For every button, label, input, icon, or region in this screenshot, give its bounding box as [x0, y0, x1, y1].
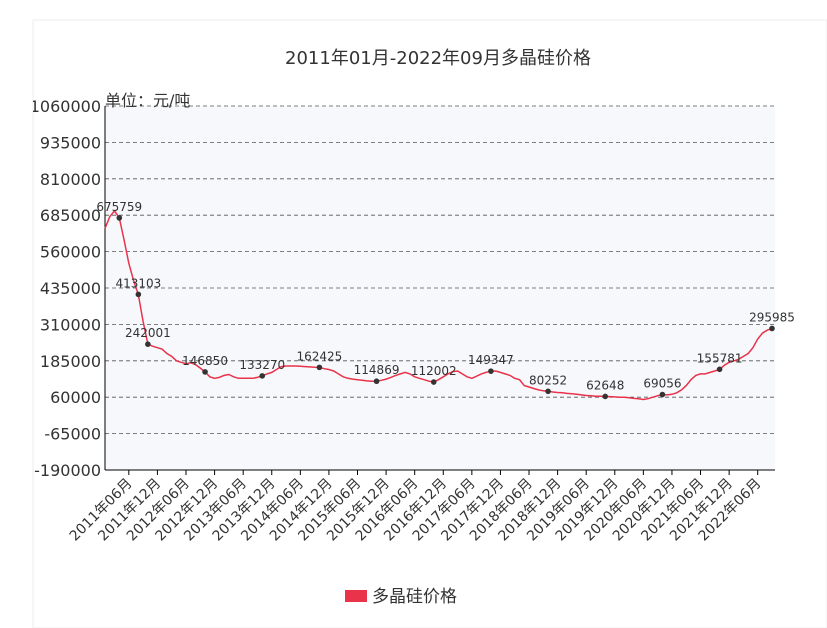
data-point — [145, 341, 151, 348]
y-tick-label: -65000 — [44, 425, 101, 444]
data-point — [545, 388, 551, 395]
data-point — [373, 378, 380, 385]
data-point — [316, 364, 323, 371]
chart-title: 2011年01月-2022年09月多晶硅价格 — [285, 48, 591, 69]
data-point — [259, 373, 266, 379]
y-tick-label: 685000 — [40, 206, 101, 225]
legend-label: 多晶硅价格 — [372, 587, 457, 607]
y-tick-label: 810000 — [40, 170, 101, 189]
data-point — [602, 393, 609, 400]
data-label: 413103 — [115, 276, 161, 290]
data-point — [116, 215, 123, 221]
data-label: 69056 — [643, 377, 681, 391]
data-point — [135, 291, 142, 298]
data-label: 149347 — [468, 353, 514, 367]
data-point — [659, 391, 666, 398]
data-label: 146850 — [182, 354, 228, 368]
data-point — [769, 325, 775, 332]
data-label: 133270 — [239, 358, 285, 372]
y-tick-label: 935000 — [40, 133, 101, 152]
data-label: 114869 — [354, 363, 400, 377]
y-tick-label: 60000 — [50, 388, 101, 407]
data-label: 155781 — [697, 351, 743, 365]
data-point — [716, 366, 723, 373]
data-label: 242001 — [125, 326, 171, 340]
data-label: 112002 — [411, 364, 457, 378]
y-labels: 1060000 935000 810000 685000 560000 435000 310… — [30, 97, 101, 480]
y-tick-label: 435000 — [40, 279, 101, 298]
legend-swatch — [345, 590, 367, 602]
data-label: 675759 — [96, 200, 142, 214]
y-tick-label: 560000 — [40, 243, 101, 262]
plot-area — [105, 106, 775, 470]
y-tick-label: 185000 — [40, 352, 101, 371]
data-point — [430, 379, 437, 385]
data-label: 295985 — [749, 310, 795, 324]
data-label: 162425 — [296, 349, 342, 363]
data-point — [488, 368, 494, 374]
y-tick-label: 310000 — [40, 315, 101, 334]
data-label: 62648 — [586, 378, 624, 392]
data-point — [202, 369, 208, 375]
data-label: 80252 — [529, 373, 567, 387]
y-tick-label: 1060000 — [30, 97, 101, 116]
unit-label: 单位：元/吨 — [105, 91, 190, 110]
y-tick-label: -190000 — [34, 461, 101, 480]
